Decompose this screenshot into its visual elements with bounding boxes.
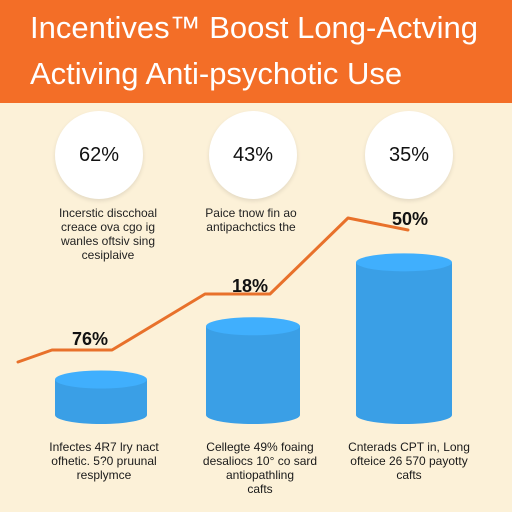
bar-caption-2-line: Cellegte 49% foaing — [206, 440, 314, 454]
description-1: Incerstic discchoal creace ova cgo ig wa… — [38, 206, 178, 262]
stat-circle-2: 43% — [209, 111, 297, 199]
bar-caption-2: Cellegte 49% foaing desaliocs 10° co sar… — [185, 440, 335, 496]
line-label-3: 50% — [392, 209, 428, 229]
bar-caption-3-line: ofteice 26 570 payotty — [350, 454, 468, 468]
page-title-line-1: Incentives™ Boost Long-Actving — [30, 10, 479, 45]
bar-3 — [356, 253, 452, 424]
bar-caption-1-line: Infectes 4R7 lry nact — [49, 440, 159, 454]
bar-caption-1-line: resplymce — [76, 468, 132, 482]
description-2-line: Paice tnow fin ao — [205, 206, 297, 220]
line-label-2: 18% — [232, 276, 268, 296]
bar-caption-1-line: ofhetic. 5?0 pruunal — [51, 454, 157, 468]
header-banner: Incentives™ Boost Long-Actving Activing … — [0, 0, 512, 103]
description-1-line: wanles oftsiv sing — [60, 234, 156, 248]
description-1-line: Incerstic discchoal — [58, 206, 158, 220]
line-label-1: 76% — [72, 329, 108, 349]
bar-caption-2-line: cafts — [247, 482, 273, 496]
bar-caption-1: Infectes 4R7 lry nact ofhetic. 5?0 pruun… — [32, 440, 176, 482]
bar-caption-3: Cnterads CPT in, Long ofteice 26 570 pay… — [334, 440, 484, 482]
bar-caption-2-line: desaliocs 10° co sard — [202, 454, 318, 468]
description-1-line: creace ova cgo ig — [60, 220, 156, 234]
bar-caption-3-line: cafts — [396, 468, 422, 482]
stat-circle-1: 62% — [55, 111, 143, 199]
bar-caption-3-line: Cnterads CPT in, Long — [348, 440, 470, 454]
bar-caption-2-line: antiopathling — [225, 468, 295, 482]
trend-line — [16, 216, 410, 364]
description-1-line: cesiplaive — [81, 248, 135, 262]
page-title-line-2: Activing Anti-psychotic Use — [30, 56, 403, 91]
description-2-line: antipachctics the — [206, 220, 296, 234]
bar-2 — [206, 317, 300, 424]
stat-circle-3: 35% — [365, 111, 453, 199]
bar-1 — [55, 370, 147, 424]
description-2: Paice tnow fin ao antipachctics the — [185, 206, 317, 234]
